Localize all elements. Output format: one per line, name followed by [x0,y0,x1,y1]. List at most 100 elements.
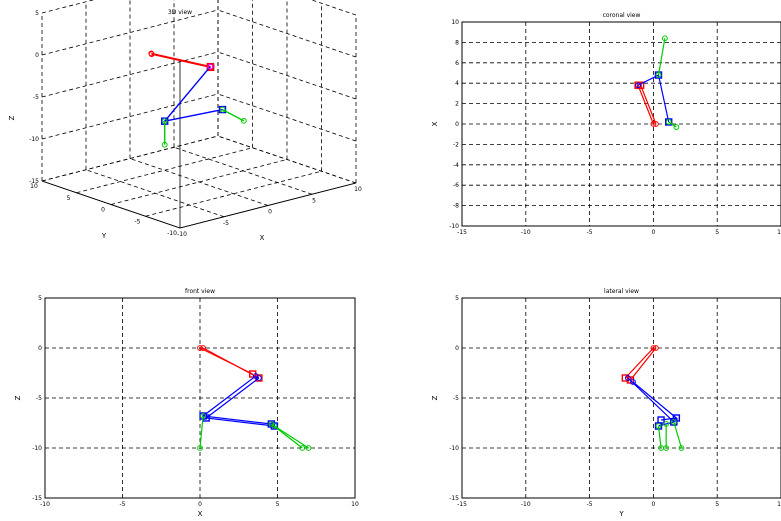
y-tick-label: 2 [455,101,459,108]
side-wall-grid [310,0,357,16]
y-tick-label: 5 [67,195,71,202]
series-line [201,375,272,425]
data-point [200,413,207,419]
y-tick-label: -15 [32,495,42,502]
data-point [148,51,155,58]
data-point [219,106,226,113]
x-tick-label: 10 [777,501,781,508]
data-point [655,72,662,78]
y-tick-label: 4 [455,80,459,87]
back-wall-grid [41,9,219,56]
x-tick-label: 5 [715,229,719,236]
floor-grid [129,158,269,206]
data-point [661,35,668,42]
data-point [200,345,207,351]
series-line [199,415,204,449]
data-point [673,124,680,130]
back-wall-grid [41,135,219,182]
data-point [663,421,670,427]
x-tick-label: 10 [777,229,781,236]
series-line [162,66,223,123]
series-line [657,38,666,76]
axes-frame [44,297,356,499]
data-point [657,416,665,424]
series-line [637,85,654,125]
y-tick-label: -10 [449,445,459,452]
axes-frame [461,21,781,227]
y-tick-label: -6 [453,182,459,189]
series-line [632,381,678,421]
x-tick-label: -10 [177,231,187,238]
series-line [151,53,211,69]
y-tick-label: 0 [455,345,459,352]
back-wall-grid [41,93,219,140]
x-tick-label: 5 [715,501,719,508]
data-point [665,119,672,125]
y-axis-line [41,180,181,229]
data-point [161,141,168,148]
y-tick-label: -4 [453,162,459,169]
axes-frame [461,297,781,499]
x-tick-label: 0 [268,209,272,216]
plot-title: lateral view [604,288,639,295]
x-tick-label: -5 [587,501,593,508]
z-tick-label: -15 [29,178,39,185]
y-tick-label: -10 [449,223,459,230]
data-point [240,117,247,124]
series-line [629,347,657,381]
z-tick-label: 0 [35,52,39,59]
x-axis-label: X [260,234,265,242]
back-wall-grid [41,0,95,14]
series-line [657,425,662,449]
z-axis-label: Z [8,115,16,120]
side-wall-grid [217,93,357,142]
series-line [222,108,245,122]
x-tick-label: -10 [40,501,50,508]
plot-panel-3: -15 -10 -5 0 5 10 -15 -10 -5 0 5 lateral view Y Z [431,288,781,518]
data-point [197,345,203,351]
x-tick-label: 0 [651,501,655,508]
series-line [624,347,654,379]
data-point [635,82,641,89]
series-line [673,421,683,449]
data-point [670,419,677,425]
back-wall-grid [41,51,219,98]
y-tick-label: 0 [101,207,105,214]
series-line [274,425,309,449]
y-tick-label: -10 [32,445,42,452]
y-tick-label: -10 [167,230,177,237]
data-point [218,105,227,114]
series-line [204,377,275,427]
x-tick-label: -15 [457,229,467,236]
data-point [653,345,659,351]
data-point [653,121,659,127]
x-tick-label: -10 [521,501,531,508]
y-tick-label: 6 [455,60,459,67]
x-tick-label: -15 [457,501,467,508]
y-tick-label: 0 [455,121,459,128]
x-tick-label: 5 [312,197,316,204]
plot-title: 3D view [168,9,192,16]
data-point [655,423,662,429]
z-tick-label: 5 [35,10,39,17]
plot-title: front view [185,288,215,295]
y-axis-label: X [431,121,439,126]
y-tick-label: -5 [453,395,459,402]
x-tick-label: -10 [521,229,531,236]
y-axis-label: Z [14,395,22,400]
side-wall-grid [217,51,357,100]
z-tick-label: -10 [29,136,39,143]
floor-grid [145,170,322,217]
x-tick-label: 0 [651,229,655,236]
x-tick-label: 0 [198,501,202,508]
x-tick-label: 5 [276,501,280,508]
y-axis-label: Y [101,232,107,240]
y-tick-label: -8 [453,203,459,210]
joint-marker [207,63,214,70]
x-tick-label: -5 [223,220,229,227]
data-point [663,445,670,451]
x-tick-label: -5 [587,229,593,236]
z-tick-label: -5 [33,94,39,101]
